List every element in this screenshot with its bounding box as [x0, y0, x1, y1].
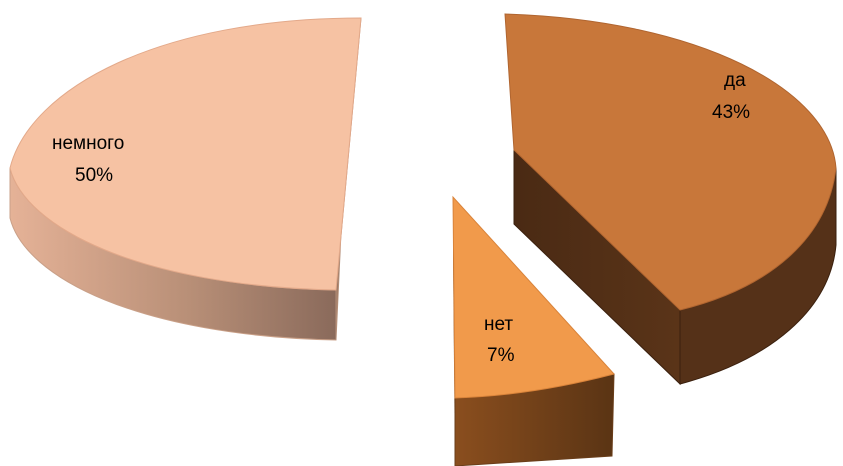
slice-nemnogo-top [9, 17, 362, 291]
slice-da-top [504, 13, 837, 311]
slice-net [452, 195, 615, 466]
label-value-nemnogo: 50% [75, 165, 113, 186]
label-category-nemnogo: немного [52, 133, 124, 154]
label-value-net: 7% [487, 345, 515, 366]
label-category-net: нет [484, 314, 513, 335]
label-value-da: 43% [712, 102, 750, 123]
slice-da [504, 13, 837, 386]
label-category-da: да [724, 70, 746, 91]
slice-nemnogo [9, 17, 362, 341]
slice-net-top [452, 195, 615, 399]
